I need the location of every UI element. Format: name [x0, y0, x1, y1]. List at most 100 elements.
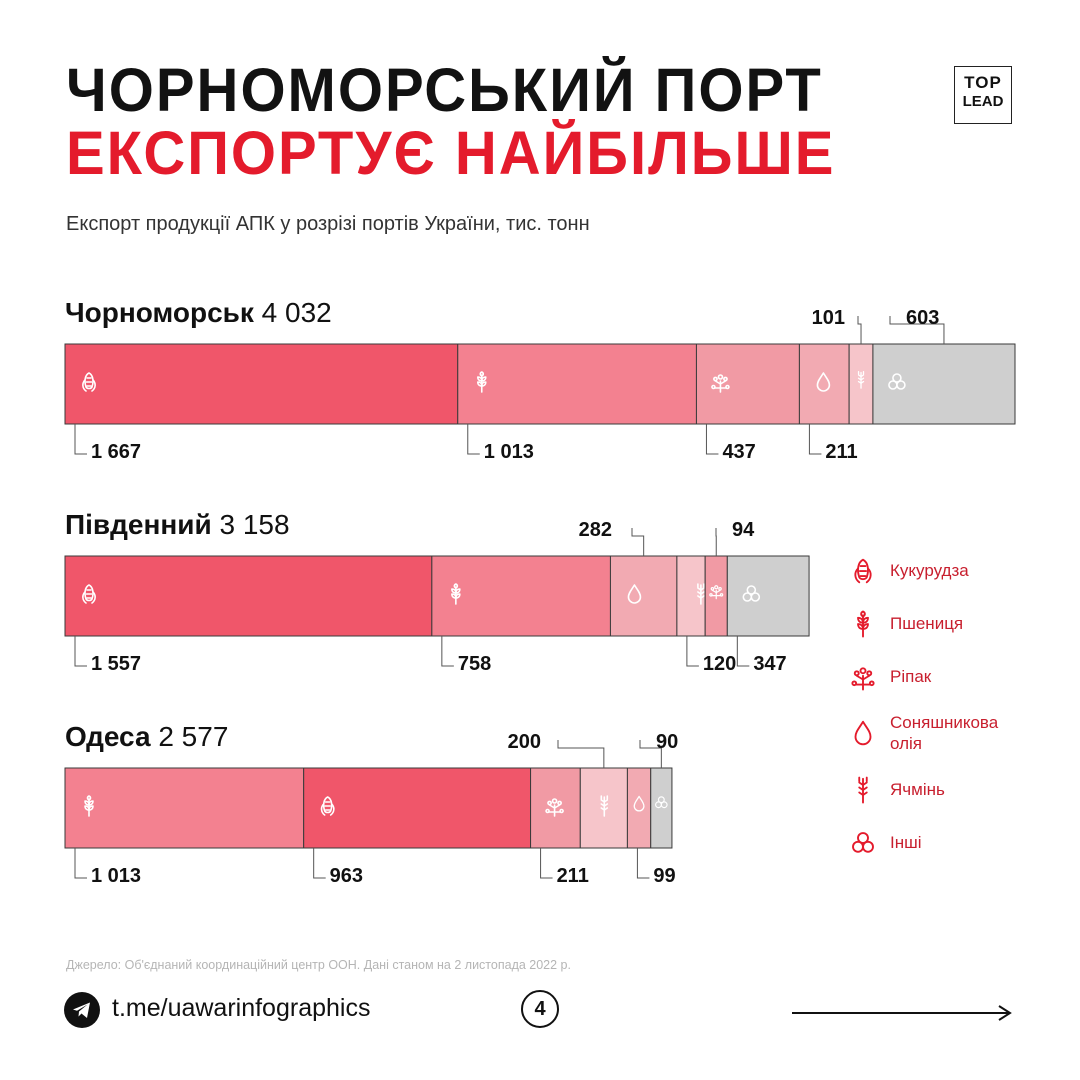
port-title: Чорноморськ 4 032 — [65, 297, 332, 328]
callout-line — [705, 424, 719, 455]
circles-icon — [852, 832, 874, 853]
value-label: 758 — [458, 653, 491, 675]
oil-drop-icon — [854, 721, 872, 746]
title-line-2: ЕКСПОРТУЄ НАЙБІЛЬШЕ — [66, 119, 836, 188]
bar-segment-other — [726, 555, 810, 637]
rapeseed-icon — [711, 374, 730, 393]
value-label: 603 — [906, 307, 939, 329]
legend-item-barley: Ячмінь — [848, 775, 1030, 805]
legend-label: Ячмінь — [890, 780, 945, 800]
port-total: 3 158 — [220, 509, 290, 540]
callout-line — [639, 740, 662, 768]
rapeseed-icon — [851, 667, 875, 691]
legend-item-corn: Кукурудза — [848, 556, 1030, 586]
wheat-icon — [857, 610, 869, 638]
callout-line — [686, 636, 699, 667]
title-line-1: ЧОРНОМОРСЬКИЙ ПОРТ — [66, 56, 823, 125]
bar-segment-wheat — [457, 343, 697, 425]
logo-top-text: TOP — [964, 73, 1002, 92]
legend-label: Пшениця — [890, 614, 964, 634]
legend-item-wheat: Пшениця — [848, 609, 1030, 639]
callout-line — [540, 848, 553, 879]
oil-drop-icon — [627, 584, 642, 604]
corn-icon — [82, 372, 96, 392]
bar-segment-oil — [626, 767, 652, 849]
corn-icon — [320, 796, 335, 816]
telegram-icon[interactable] — [64, 992, 100, 1028]
bar-segment-other — [872, 343, 1016, 425]
bar-segment-other — [650, 767, 673, 849]
value-label: 1 667 — [91, 441, 141, 463]
circles-icon — [655, 796, 668, 809]
corn-icon — [854, 558, 872, 584]
bar-segment-rapeseed — [695, 343, 800, 425]
value-label: 211 — [557, 865, 589, 887]
legend-item-rapeseed: Ріпак — [848, 662, 1030, 692]
legend-label: Інші — [890, 833, 922, 853]
value-label: 347 — [753, 653, 786, 675]
corn-icon — [82, 584, 96, 604]
port-name: Південний — [65, 509, 220, 540]
oil-drop-icon — [816, 372, 831, 392]
barley-icon — [600, 795, 609, 817]
callout-line — [631, 528, 645, 556]
value-label: 211 — [825, 441, 857, 463]
callout-line — [636, 848, 650, 879]
source-note: Джерело: Об'єднаний координаційний центр… — [66, 958, 571, 972]
callout-line — [74, 848, 87, 879]
callout-line — [857, 316, 862, 344]
port-group: Чорноморськ 4 032 1 667 1 013 437 211 101 603 — [64, 297, 1016, 463]
bar-segment-wheat — [64, 767, 305, 849]
legend-label: Ріпак — [890, 667, 932, 687]
port-group: Південний 3 158 1 557 758 282 120 94 347 — [64, 509, 810, 675]
barley-icon — [697, 583, 705, 605]
callout-line — [74, 424, 87, 455]
rapeseed-icon — [709, 585, 724, 600]
callout-line — [74, 636, 87, 667]
value-label: 99 — [653, 865, 675, 887]
value-label: 437 — [722, 441, 755, 463]
barley-icon — [858, 776, 868, 804]
port-total: 2 577 — [158, 721, 228, 752]
callout-line — [557, 740, 605, 768]
wheat-icon — [476, 371, 487, 393]
port-total: 4 032 — [262, 297, 332, 328]
callout-line — [441, 636, 454, 667]
value-label: 94 — [732, 519, 755, 541]
port-title: Південний 3 158 — [65, 509, 290, 540]
oil-drop-icon — [633, 795, 645, 812]
legend-label: Соняшникова олія — [890, 713, 999, 754]
toplead-logo: TOP LEAD — [954, 66, 1012, 124]
bar-segment-corn — [64, 343, 459, 425]
chart-subtitle: Експорт продукції АПК у розрізі портів У… — [66, 213, 590, 235]
value-label: 1 557 — [91, 653, 141, 675]
circles-icon — [742, 585, 761, 602]
callout-line — [313, 848, 326, 879]
barley-icon — [857, 370, 865, 389]
value-label: 1 013 — [91, 865, 141, 887]
logo-bottom-text: LEAD — [962, 93, 1004, 111]
stacked-bar-chart: Чорноморськ 4 032 1 667 1 013 437 211 101 603 П… — [64, 297, 1016, 887]
telegram-link[interactable]: t.me/uawarinfographics — [112, 994, 371, 1022]
value-label: 200 — [508, 731, 541, 753]
wheat-icon — [451, 583, 461, 605]
port-name: Одеса — [65, 721, 158, 752]
bar-segment-corn — [64, 555, 433, 637]
value-label: 1 013 — [484, 441, 534, 463]
port-title: Одеса 2 577 — [65, 721, 228, 752]
value-label: 90 — [656, 731, 678, 753]
circles-icon — [888, 373, 906, 390]
arrow-right-icon[interactable] — [790, 1001, 1016, 1025]
value-label: 963 — [330, 865, 363, 887]
value-label: 101 — [812, 307, 845, 329]
callout-line — [467, 424, 480, 455]
value-label: 120 — [703, 653, 736, 675]
value-label: 282 — [579, 519, 612, 541]
callout-line — [808, 424, 822, 455]
callout-line — [736, 636, 750, 667]
bar-segment-oil — [609, 555, 678, 637]
port-name: Чорноморськ — [65, 297, 262, 328]
legend-item-other: Інші — [848, 828, 1030, 858]
bar-segment-oil — [798, 343, 850, 425]
legend-item-oil: Соняшникова олія — [848, 712, 1030, 755]
